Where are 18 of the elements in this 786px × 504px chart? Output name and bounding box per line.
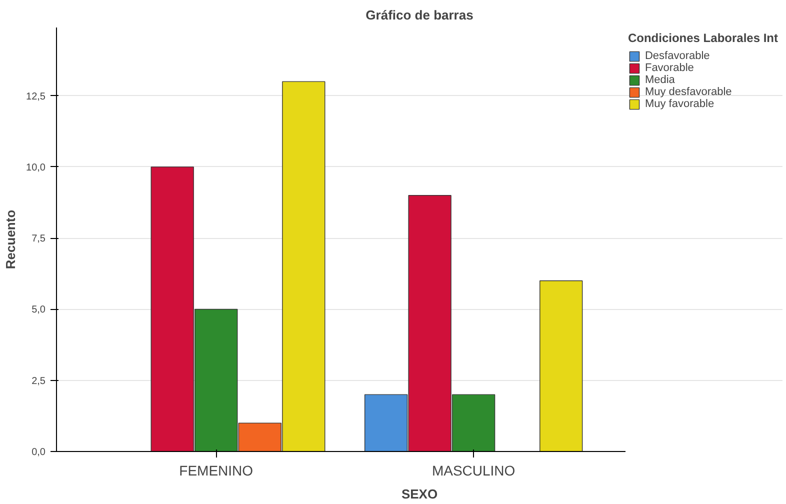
y-tick-label: 7,5 <box>32 234 46 245</box>
x-axis-title: SEXO <box>401 486 438 502</box>
y-tick-label: 5,0 <box>32 304 46 316</box>
legend-label: Media <box>644 74 675 86</box>
y-tick-label: 12,5 <box>26 91 46 102</box>
legend-label: Muy desfavorable <box>644 86 732 98</box>
legend-label: Muy favorable <box>644 98 714 110</box>
x-tick-label: FEMENINO <box>179 462 254 478</box>
legend-title: Condiciones Laborales Int <box>628 31 778 45</box>
y-tick-label: 0,0 <box>32 447 46 458</box>
legend-label: Favorable <box>644 62 694 74</box>
chart-title: Gráfico de barras <box>366 8 474 22</box>
y-tick-label: 2,5 <box>32 376 46 387</box>
y-tick-label: 10,0 <box>26 162 46 174</box>
legend-label: Desfavorable <box>644 50 710 62</box>
y-axis-title: Recuento <box>3 210 18 270</box>
x-tick-label: MASCULINO <box>432 462 516 478</box>
bar <box>540 280 583 452</box>
